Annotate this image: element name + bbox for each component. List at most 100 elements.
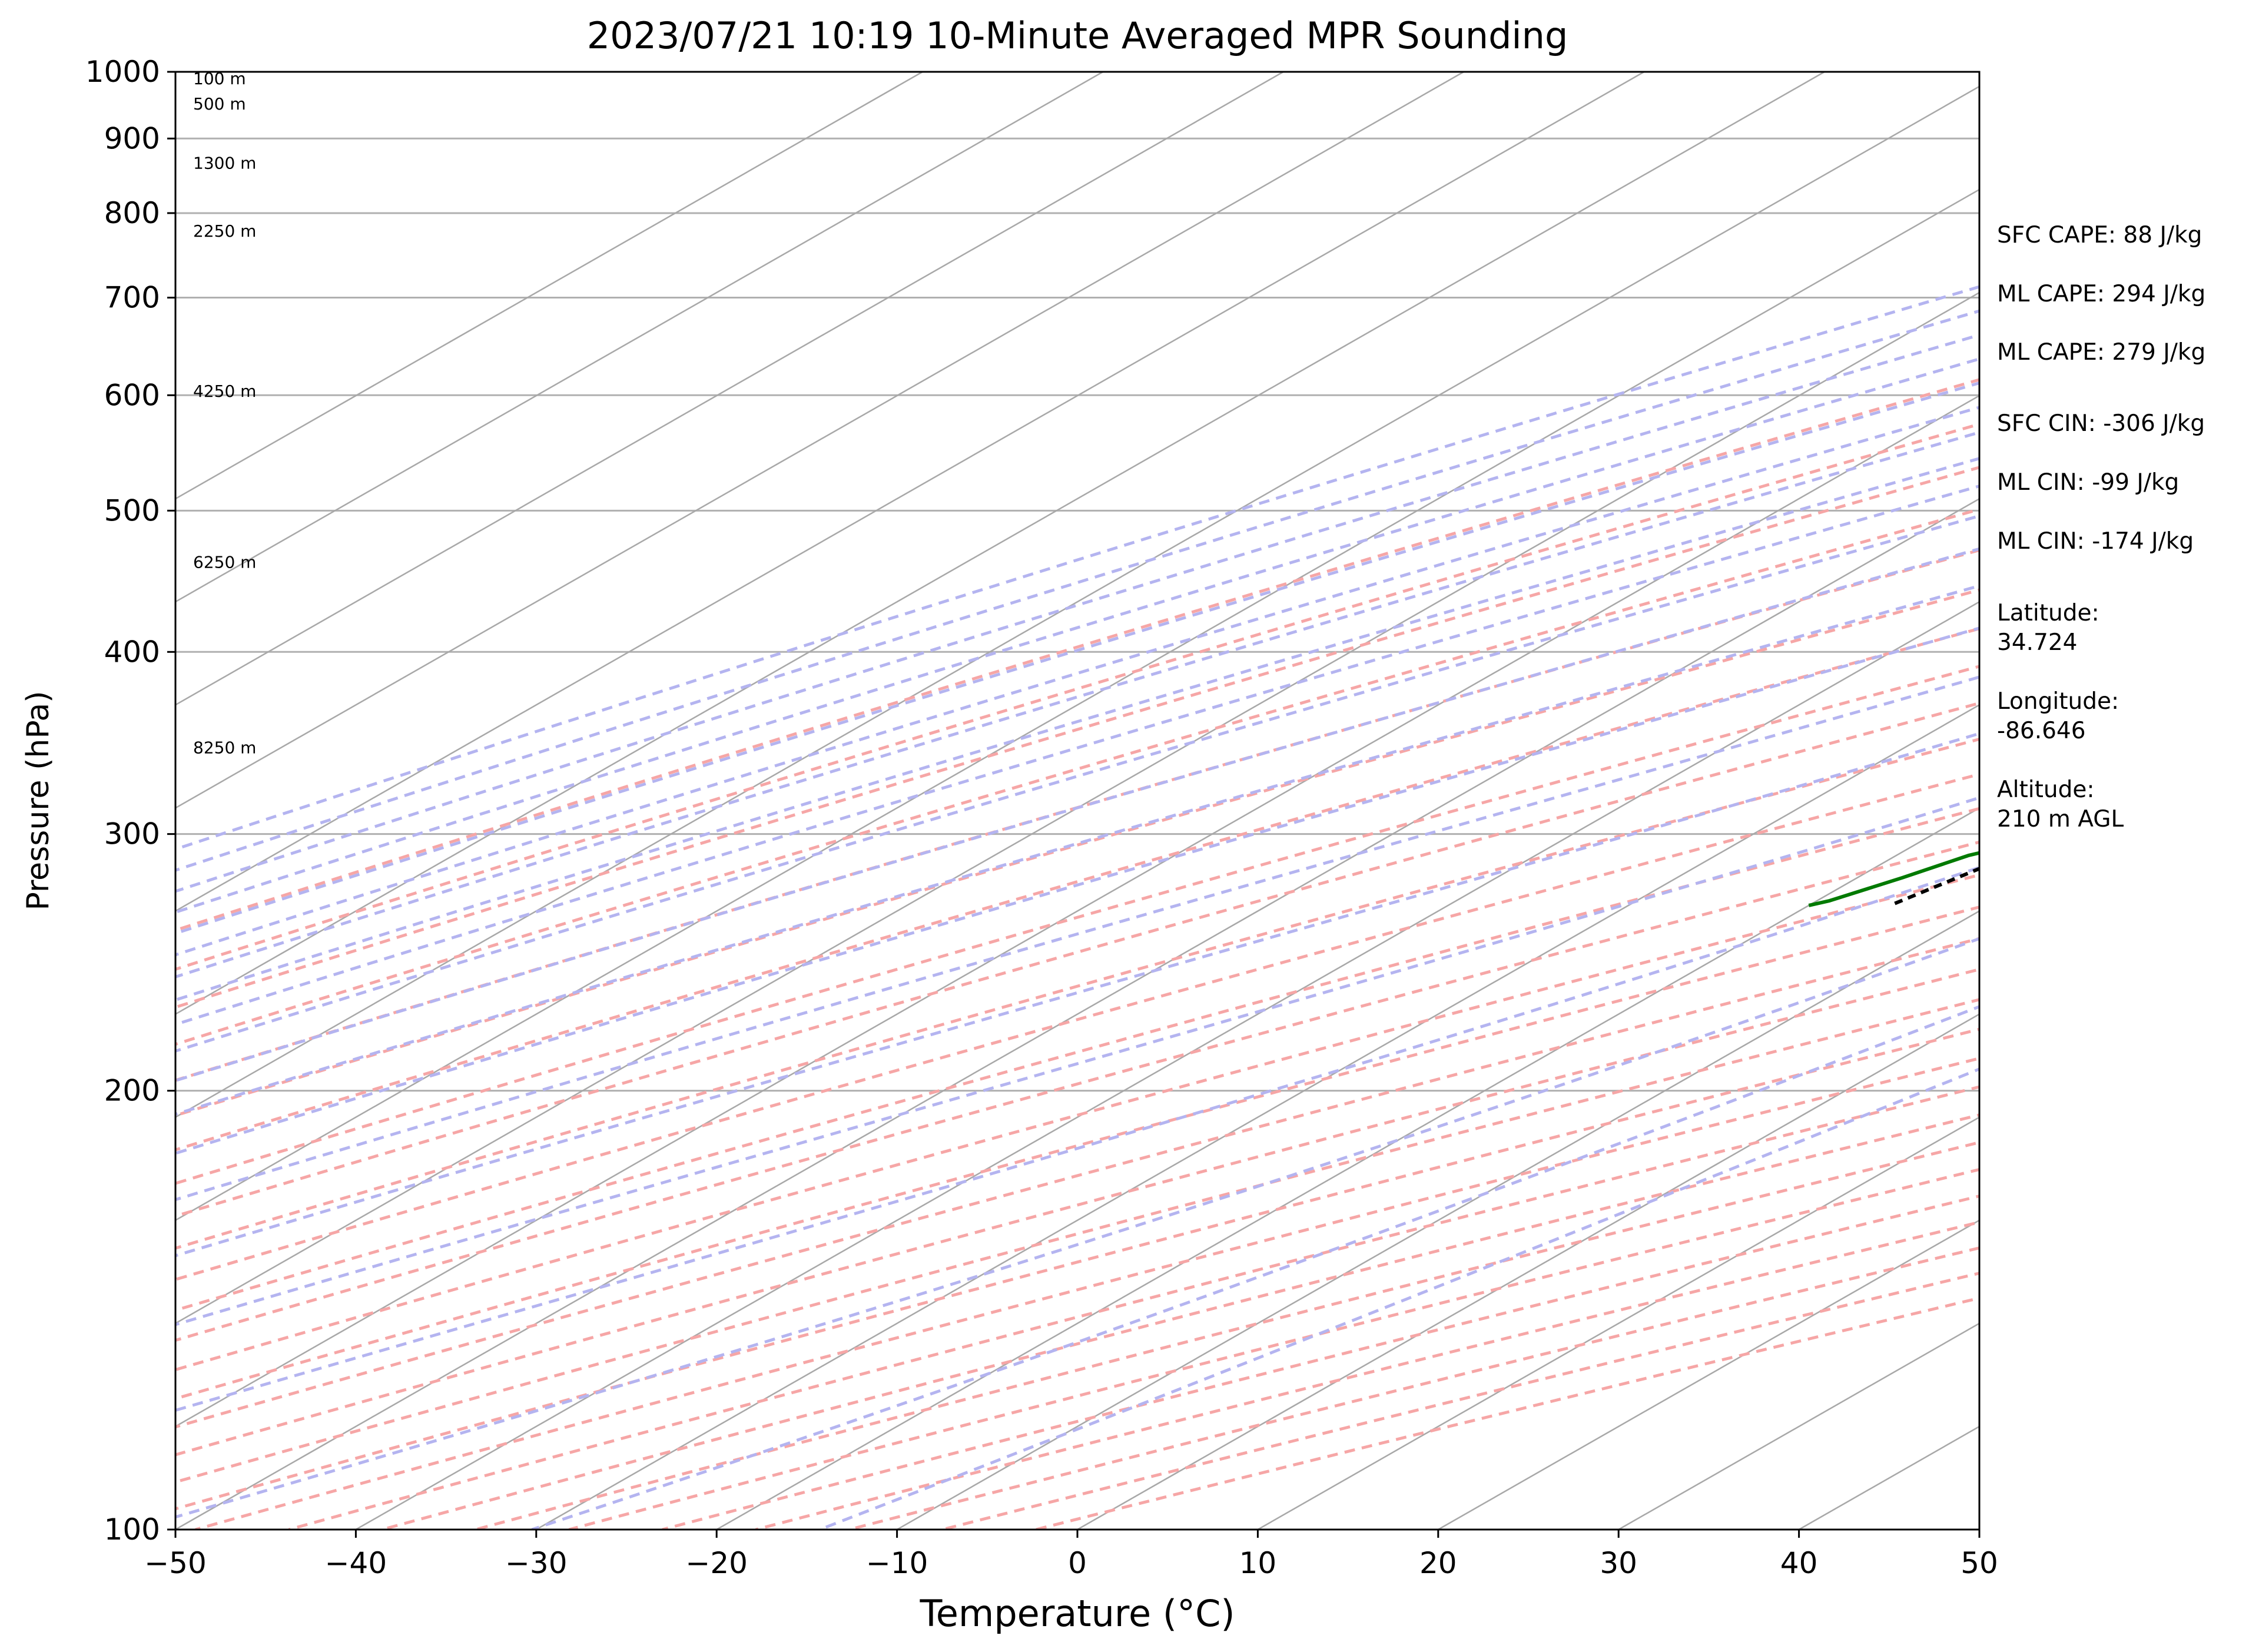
isotherm-line [175, 497, 1979, 1530]
isotherm-line [896, 910, 1979, 1530]
dry-adiabat-line [288, 1085, 1979, 1530]
moist-adiabat-line [175, 547, 1979, 1083]
x-axis-label: Temperature (°C) [919, 1592, 1235, 1635]
dry-adiabat-line [175, 627, 1979, 1152]
y-tick-label: 200 [104, 1074, 160, 1108]
y-tick-label: 500 [104, 493, 160, 528]
height-label: 6250 m [193, 553, 256, 572]
dry-adiabat-line [175, 737, 1979, 1250]
moist-adiabat-line [175, 626, 1979, 1155]
height-label: 1300 m [193, 154, 256, 173]
moist-adiabat-line [175, 333, 1979, 893]
dry-adiabat-line [942, 1272, 1979, 1530]
sfc-cin-label: SFC CIN: -306 J/kg [1997, 410, 2205, 437]
y-tick-label: 900 [104, 121, 160, 155]
latitude-value: 34.724 [1997, 629, 2077, 656]
dry-adiabat-line [175, 507, 1979, 1046]
dry-adiabat-line [175, 772, 1979, 1281]
dry-adiabat-line [175, 937, 1979, 1429]
x-tick-label: 10 [1239, 1546, 1277, 1580]
moist-adiabat-line [175, 865, 1979, 1412]
sfc-cape-label: SFC CAPE: 88 J/kg [1997, 222, 2202, 248]
x-tick-label: 0 [1068, 1546, 1087, 1580]
x-tick-label: −40 [325, 1546, 387, 1580]
altitude-value: 210 m AGL [1997, 806, 2124, 832]
ml-cape-label: ML CAPE: 294 J/kg [1997, 281, 2205, 307]
dry-adiabat-line [175, 665, 1979, 1185]
y-tick-label: 1000 [85, 55, 160, 89]
y-axis-label: Pressure (hPa) [21, 691, 56, 911]
moist-adiabat-line [175, 514, 1979, 1053]
longitude-label: Longitude: [1997, 688, 2119, 715]
moist-adiabat-line [175, 675, 1979, 1202]
y-tick-label: 100 [104, 1512, 160, 1547]
moist-adiabat-line [175, 357, 1979, 914]
dry-adiabat-line [475, 1140, 1979, 1530]
isotherm-line [175, 188, 1979, 1222]
isotherm-line [175, 72, 923, 500]
isotherm-line [175, 291, 1979, 1325]
height-label: 2250 m [193, 221, 256, 241]
moist-adiabat-line [175, 285, 1979, 851]
longitude-value: -86.646 [1997, 718, 2086, 744]
dry-adiabat-line [175, 701, 1979, 1218]
isotherm-line [1077, 1013, 1979, 1530]
altitude-label: Altitude: [1997, 777, 2095, 803]
dry-adiabat-line [175, 466, 1979, 1009]
height-label: 4250 m [193, 382, 256, 401]
plot-frame [174, 71, 1981, 1531]
dry-adiabat-line [382, 1113, 1979, 1530]
moist-adiabat-line [175, 732, 1979, 1258]
y-tick-label: 600 [104, 378, 160, 412]
moist-adiabat-line [175, 584, 1979, 1116]
isotherm-line [716, 807, 1979, 1530]
x-tick-label: 40 [1780, 1546, 1818, 1580]
moist-adiabat-line [175, 430, 1979, 978]
dry-adiabat-line [848, 1246, 1979, 1530]
dry-adiabat-line [175, 873, 1979, 1372]
isotherm-line [1438, 1219, 1979, 1530]
annotations-panel: SFC CAPE: 88 J/kg ML CAPE: 294 J/kg ML C… [1997, 222, 2205, 832]
dry-adiabat-line [175, 588, 1979, 1117]
isotherm-line [175, 72, 1645, 912]
dry-adiabat-line [175, 378, 1979, 932]
y-tick-label: 700 [104, 281, 160, 315]
height-label: 8250 m [193, 738, 256, 757]
ml-cin-label-2: ML CIN: -174 J/kg [1997, 528, 2194, 555]
y-tick-label: 300 [104, 817, 160, 851]
dry-adiabat-line [175, 1027, 1979, 1511]
dry-adiabat-line [175, 807, 1979, 1312]
ml-cin-label: ML CIN: -99 J/kg [1997, 469, 2179, 496]
height-label: 100 m [193, 69, 246, 88]
moist-adiabat-line [175, 457, 1979, 1002]
isotherm-line [536, 704, 1979, 1530]
moist-adiabat-line [175, 309, 1979, 872]
isotherm-line [175, 72, 1284, 706]
x-tick-label: −20 [685, 1546, 748, 1580]
dry-adiabat-line [175, 422, 1979, 971]
moist-adiabat-line [175, 406, 1979, 957]
x-tick-label: 20 [1419, 1546, 1457, 1580]
isotherm-line [175, 72, 1104, 603]
height-label: 500 m [193, 94, 246, 114]
dry-adiabat-line [175, 548, 1979, 1082]
x-tick-label: −30 [505, 1546, 568, 1580]
x-tick-label: −10 [866, 1546, 928, 1580]
dry-adiabat-line [175, 905, 1979, 1401]
x-tick-label: −50 [144, 1546, 207, 1580]
isotherm-line [175, 394, 1979, 1428]
isotherm-line [175, 72, 1825, 1016]
isotherm-line [175, 85, 1979, 1119]
latitude-label: Latitude: [1997, 600, 2099, 626]
y-axis-ticks: 100 200 300 400 500 600 700 800 900 1000 [85, 55, 175, 1547]
y-tick-label: 800 [104, 196, 160, 230]
ml-cape-label-2: ML CAPE: 279 J/kg [1997, 339, 2205, 366]
x-axis-ticks: −50 −40 −30 −20 −10 0 10 20 30 40 50 [144, 1530, 1998, 1580]
moist-adiabat-line [175, 796, 1979, 1326]
y-tick-label: 400 [104, 635, 160, 669]
dry-adiabat-line [175, 998, 1979, 1484]
background-lines [175, 72, 1979, 1530]
chart-title: 2023/07/21 10:19 10-Minute Averaged MPR … [587, 14, 1568, 57]
height-labels: 100 m 500 m 1300 m 2250 m 4250 m 6250 m 8250 m [193, 69, 256, 758]
